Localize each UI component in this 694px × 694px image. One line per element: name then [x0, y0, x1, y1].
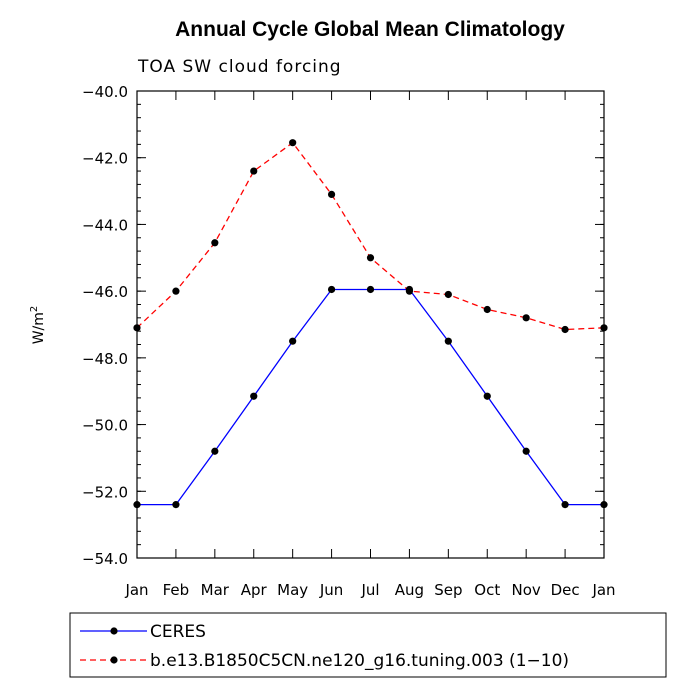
y-tick-label: −44.0	[82, 216, 128, 234]
series-1-point	[289, 337, 297, 345]
legend-marker-2	[110, 656, 118, 664]
x-tick-label: Feb	[163, 581, 190, 599]
series-2-point	[366, 254, 375, 262]
series-1-point	[172, 501, 180, 509]
series-1-point	[600, 501, 608, 509]
series-lines	[136, 141, 605, 506]
y-tick-label: −54.0	[82, 550, 128, 568]
series-1-point	[327, 285, 336, 294]
x-tick-label: Mar	[201, 581, 230, 599]
y-tick-labels: −40.0 −42.0 −44.0 −46.0 −48.0 −50.0 −52.0 −54.0	[82, 83, 128, 568]
series-1-point	[522, 447, 530, 455]
series-2-point	[405, 287, 414, 295]
series-1-point	[366, 285, 375, 294]
plot-frame	[136, 90, 605, 559]
series-1-point	[483, 392, 491, 400]
x-tick-label: May	[277, 581, 308, 599]
y-tick-label: −46.0	[82, 283, 128, 301]
series-1-point	[444, 337, 452, 345]
series-line-1	[137, 288, 604, 506]
x-tick-label: Nov	[512, 581, 541, 599]
y-axis-label-superscript: 2	[29, 306, 40, 312]
legend-label-1: CERES	[150, 622, 206, 642]
y-tick-label: −48.0	[82, 350, 128, 368]
series-2-point	[250, 167, 258, 175]
x-tick-label: Jul	[360, 581, 379, 599]
y-axis-label-text: W/m	[31, 312, 47, 344]
series-2-point	[561, 325, 569, 334]
y-tick-label: −50.0	[82, 417, 128, 435]
series-2-point	[600, 324, 608, 332]
x-tick-label: Oct	[474, 581, 500, 599]
x-tick-label: Jan	[124, 581, 148, 599]
y-tick-label: −52.0	[82, 483, 128, 501]
legend-label-2: b.e13.B1850C5CN.ne120_g16.tuning.003 (1−…	[150, 651, 569, 671]
x-tick-label: Jun	[319, 581, 343, 599]
series-2-point	[172, 287, 180, 295]
y-tick-label: −42.0	[82, 150, 128, 168]
chart-subtitle: TOA SW cloud forcing	[137, 57, 342, 77]
x-tick-label: Aug	[395, 581, 424, 599]
series-2-point	[289, 139, 297, 147]
svg-text:W/m2: W/m2	[29, 306, 47, 345]
x-tick-label: Sep	[434, 581, 462, 599]
series-2-point	[133, 324, 141, 332]
series-2-point	[483, 305, 491, 314]
series-2-point	[444, 290, 452, 299]
series-2-point	[327, 190, 336, 199]
series-1-point	[133, 501, 141, 509]
series-1-point	[211, 447, 219, 455]
x-tick-label: Dec	[551, 581, 580, 599]
series-1-point	[561, 501, 569, 509]
legend-box	[69, 612, 667, 678]
x-tick-label: Apr	[241, 581, 268, 599]
y-tick-label: −40.0	[82, 83, 128, 101]
legend: CERES b.e13.B1850C5CN.ne120_g16.tuning.00…	[80, 622, 569, 671]
series-2-point	[211, 239, 219, 247]
x-tick-labels: Jan Feb Mar Apr May Jun Jul Aug Sep Oct Nov Dec Jan	[124, 581, 615, 599]
series-line-2	[136, 141, 605, 331]
series-2-point	[522, 314, 530, 322]
legend-marker-1	[110, 627, 118, 635]
series-1-point	[250, 392, 258, 400]
y-axis-label: W/m2	[29, 306, 47, 345]
series-markers	[133, 139, 608, 509]
chart-title: Annual Cycle Global Mean Climatology	[175, 18, 565, 41]
axis-ticks	[136, 90, 605, 559]
x-tick-label: Jan	[591, 581, 615, 599]
